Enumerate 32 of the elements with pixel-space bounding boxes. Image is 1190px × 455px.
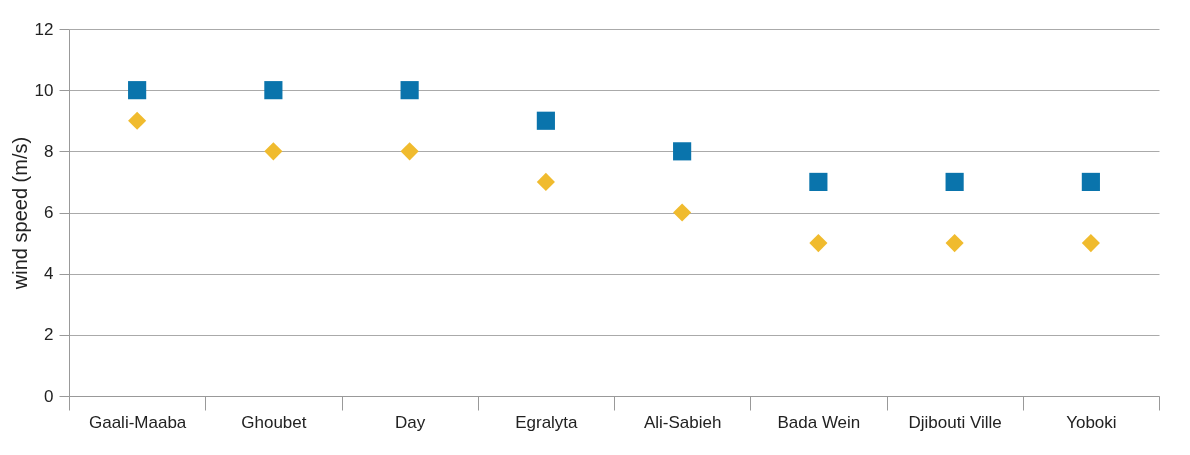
point (536, 172, 555, 191)
point (128, 81, 147, 100)
point (1081, 234, 1100, 253)
point (809, 234, 828, 253)
point (264, 81, 283, 100)
point (945, 234, 964, 253)
y-tick-label: 4 (44, 264, 54, 284)
point (809, 172, 828, 191)
y-tick-label: 10 (34, 80, 54, 100)
point (400, 142, 419, 161)
y-axis-title: wind speed (m/s) (8, 136, 31, 291)
x-tick-label: Day (395, 412, 426, 432)
point (945, 172, 964, 191)
x-tick-label: Ali-Sabieh (643, 412, 722, 432)
x-tick-label: Bada Wein (777, 412, 861, 432)
point (264, 142, 283, 161)
x-tick-label: Djibouti Ville (908, 412, 1002, 432)
y-tick-label: 12 (34, 19, 54, 39)
x-tick-label: Ghoubet (241, 412, 307, 432)
point (1081, 172, 1100, 191)
point (673, 142, 692, 161)
y-tick-label: 2 (44, 325, 54, 345)
point (128, 111, 147, 130)
point (400, 81, 419, 100)
point (673, 203, 692, 222)
x-tick-label: Yoboki (1066, 412, 1117, 432)
y-tick-label: 6 (44, 203, 54, 222)
y-tick-label: 0 (44, 386, 54, 406)
y-tick-label: 8 (44, 141, 54, 161)
x-tick-label: Gaali-Maaba (88, 412, 187, 432)
point (536, 111, 555, 130)
x-tick-label: Egralyta (515, 412, 579, 432)
